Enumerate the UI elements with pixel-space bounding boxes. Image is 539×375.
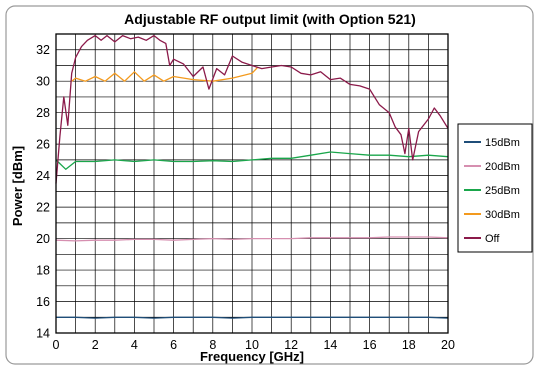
legend-box [457, 123, 533, 253]
x-tick-label: 8 [209, 338, 216, 352]
chart-frame [5, 5, 534, 365]
y-tick-label: 16 [36, 295, 50, 309]
y-tick-label: 22 [36, 201, 50, 215]
x-tick-label: 4 [131, 338, 138, 352]
legend-items: 15dBm 20dBm 25dBm 30dBm Off [464, 137, 520, 245]
series-layer [55, 34, 449, 319]
y-tick-label: 20 [36, 232, 50, 246]
x-axis-title: Frequency [GHz] [200, 349, 304, 364]
plot-border [55, 33, 449, 334]
x-tick-label: 14 [323, 338, 337, 352]
legend-label-30dbm: 30dBm [485, 209, 520, 221]
series-line-off [55, 34, 449, 184]
legend-label-15dbm: 15dBm [485, 137, 520, 149]
legend-label-20dbm: 20dBm [485, 161, 520, 173]
x-tick-label: 18 [402, 338, 416, 352]
legend-label-off: Off [485, 233, 500, 245]
series-line-30dbm [71, 66, 259, 82]
x-axis-tick-labels: 0 2 4 6 8 10 12 14 16 18 20 [53, 338, 455, 352]
x-tick-label: 20 [441, 338, 455, 352]
y-tick-label: 14 [36, 327, 50, 341]
series-line-15dbm [56, 316, 449, 319]
y-tick-label: 24 [36, 169, 50, 183]
series-line-20dbm [55, 236, 449, 242]
y-tick-label: 30 [36, 75, 50, 89]
x-tick-label: 10 [245, 338, 259, 352]
legend: 15dBm 20dBm 25dBm 30dBm Off [457, 123, 533, 253]
x-tick-label: 12 [284, 338, 298, 352]
x-tick-label: 6 [170, 338, 177, 352]
legend-label-25dbm: 25dBm [485, 185, 520, 197]
y-tick-label: 32 [36, 43, 50, 57]
plot-grid [55, 33, 449, 334]
y-tick-label: 18 [36, 264, 50, 278]
x-tick-label: 2 [92, 338, 99, 352]
y-axis-title: Power [dBm] [10, 146, 25, 226]
x-tick-label: 0 [53, 338, 60, 352]
y-tick-label: 26 [36, 138, 50, 152]
series-line-25dbm [55, 151, 449, 170]
y-tick-label: 28 [36, 106, 50, 120]
x-tick-label: 16 [363, 338, 377, 352]
y-axis-tick-labels: 14 16 18 20 22 24 26 28 30 32 [36, 43, 50, 340]
chart-title: Adjustable RF output limit (with Option … [124, 11, 416, 27]
